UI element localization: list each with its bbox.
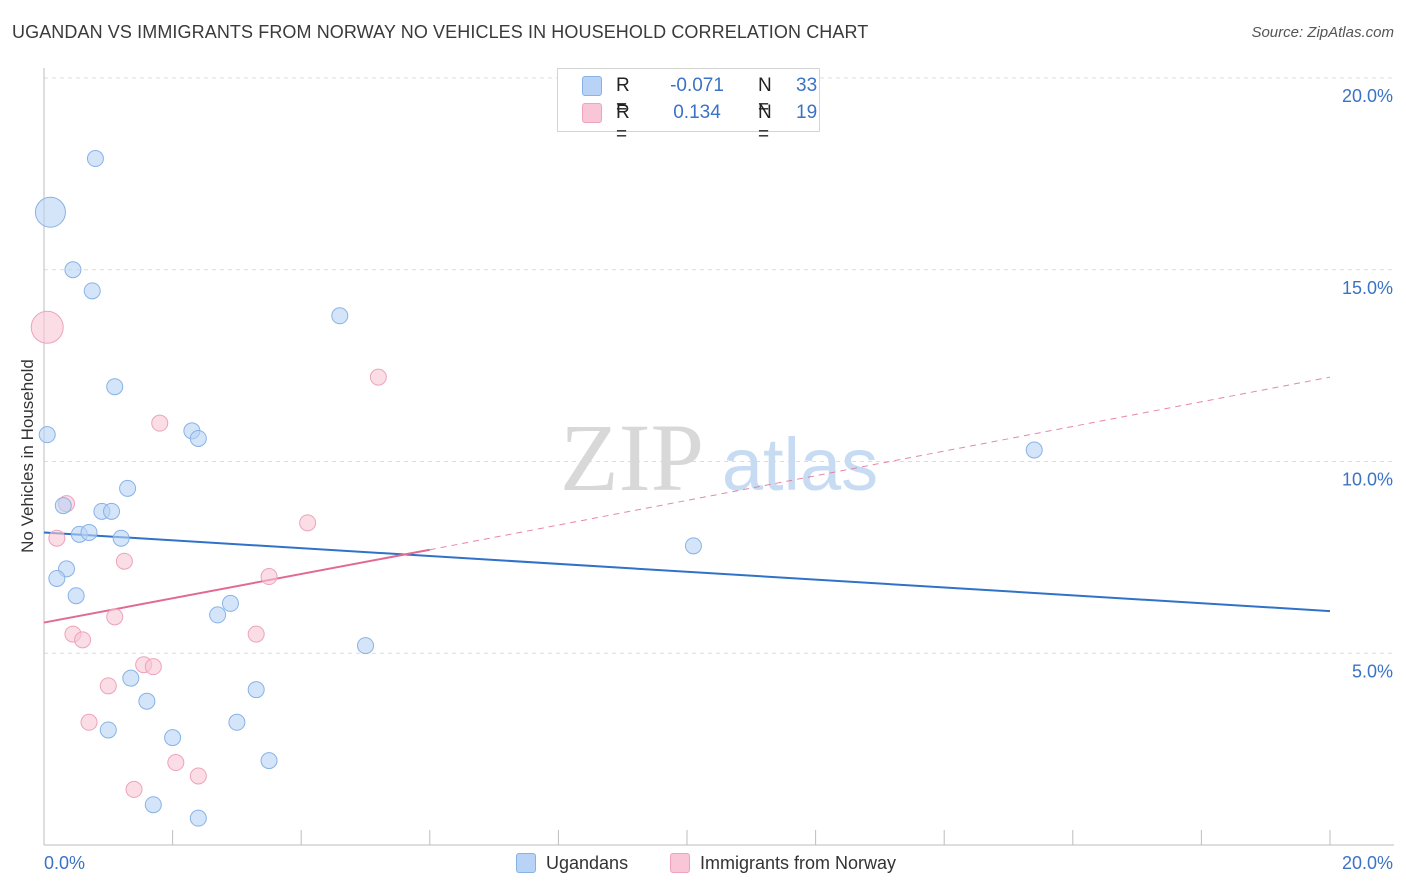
watermark: ZIP atlas — [560, 404, 878, 511]
ugandans-trend-line — [43, 531, 1331, 613]
norway-point — [74, 631, 92, 649]
norway-trend-line-extended — [429, 376, 1331, 551]
norway-point — [151, 414, 169, 432]
ugandan-point — [164, 729, 182, 747]
ugandans-legend-swatch — [516, 853, 536, 873]
norway-point — [144, 658, 162, 676]
r-label: R = — [616, 75, 630, 118]
legend-label: Ugandans — [546, 853, 629, 873]
data-points — [30, 150, 1043, 827]
ugandan-point — [684, 537, 702, 555]
ugandan-point — [67, 587, 85, 605]
n-label: N = — [758, 102, 772, 145]
norway-trend-line — [43, 548, 430, 624]
norway-point — [80, 713, 98, 731]
x-tick-labels: 0.0% 20.0% — [44, 853, 1393, 873]
chart-title: UGANDAN VS IMMIGRANTS FROM NORWAY NO VEH… — [12, 22, 869, 42]
norway-point — [369, 368, 387, 386]
ugandan-point — [228, 713, 246, 731]
ugandans-swatch — [582, 76, 602, 96]
norway-point — [115, 552, 133, 570]
ugandan-point — [112, 529, 130, 547]
norway-point — [189, 767, 207, 785]
source-label: Source: ZipAtlas.com — [1251, 24, 1394, 41]
ugandan-point — [86, 150, 104, 168]
n-value: 33 — [796, 75, 818, 96]
norway-point — [167, 754, 185, 772]
axes — [43, 68, 1394, 846]
ugandan-point — [247, 681, 265, 699]
norway-point — [247, 625, 265, 643]
r-value: -0.071 — [670, 75, 724, 96]
norway-point — [299, 514, 317, 532]
x-tick-label: 0.0% — [44, 853, 85, 873]
ugandan-point — [138, 692, 156, 710]
ugandan-point — [103, 502, 121, 520]
ugandan-point — [99, 721, 117, 739]
ugandan-point — [260, 752, 278, 770]
x-tick-label: 20.0% — [1342, 853, 1393, 873]
norway-point — [125, 780, 143, 798]
ugandan-point — [1025, 441, 1043, 459]
gridlines — [44, 77, 1394, 654]
ugandan-point — [144, 796, 162, 814]
ugandan-point — [189, 429, 207, 447]
y-tick-label: 20.0% — [1342, 86, 1393, 106]
norway-point — [99, 677, 117, 695]
ugandan-point — [106, 378, 124, 396]
y-tick-label: 5.0% — [1352, 661, 1393, 681]
ugandan-point — [64, 261, 82, 279]
ugandan-point — [357, 637, 374, 655]
ugandan-point — [83, 282, 101, 300]
ugandan-point — [119, 479, 137, 497]
watermark-zip: ZIP — [560, 404, 704, 511]
stats-legend: R = -0.071 N = 33 R = 0.134 N = 19 — [557, 68, 820, 145]
trend-lines — [43, 376, 1331, 624]
y-tick-label: 10.0% — [1342, 470, 1393, 490]
norway-point — [106, 608, 124, 626]
y-tick-label: 15.0% — [1342, 278, 1393, 298]
r-value: 0.134 — [673, 102, 721, 123]
ugandan-point — [122, 669, 140, 687]
ugandan-point — [38, 426, 56, 444]
ugandan-point — [331, 307, 349, 325]
norway-point — [30, 310, 64, 344]
n-label: N = — [758, 75, 772, 118]
norway-swatch — [582, 103, 602, 123]
y-tick-labels: 5.0% 10.0% 15.0% 20.0% — [1342, 86, 1393, 681]
norway-legend-swatch — [670, 853, 690, 873]
ugandan-point — [54, 497, 72, 515]
ugandan-point — [189, 809, 207, 827]
r-label: R = — [616, 102, 630, 145]
n-value: 19 — [796, 102, 818, 123]
norway-point — [48, 529, 66, 547]
ugandan-point — [221, 594, 239, 612]
ugandan-point — [48, 569, 66, 587]
ugandan-point — [80, 523, 98, 541]
norway-point — [260, 568, 278, 586]
legend-label: Immigrants from Norway — [700, 853, 897, 873]
ugandan-point — [209, 606, 227, 624]
watermark-atlas: atlas — [722, 423, 878, 506]
ugandan-point — [34, 196, 66, 228]
